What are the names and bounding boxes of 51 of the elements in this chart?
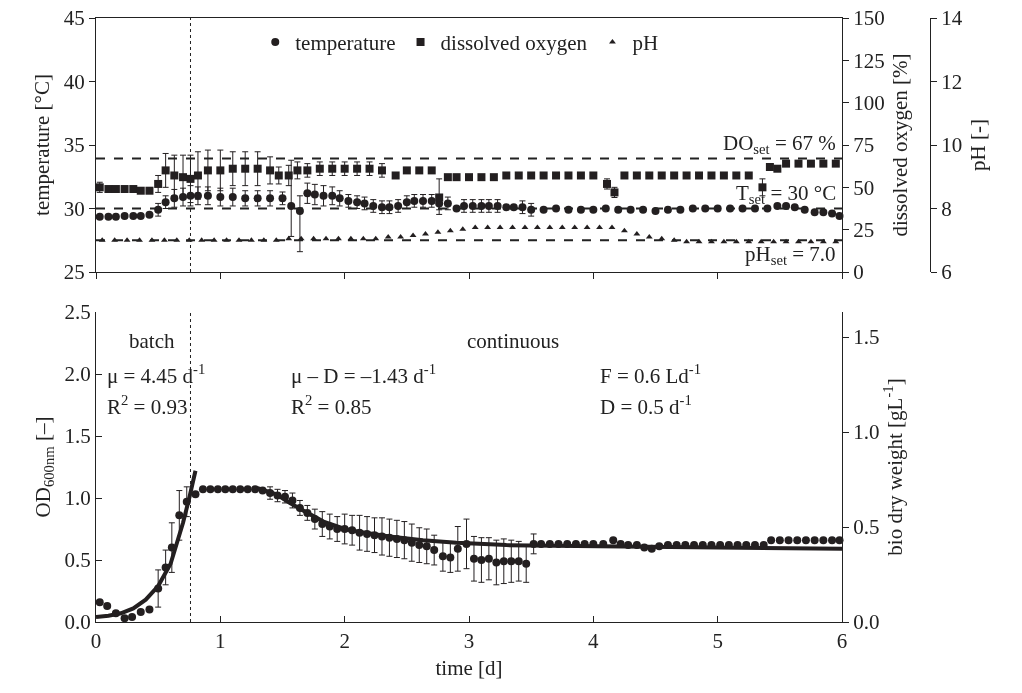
y3-tick-label: 8 [941,196,952,221]
y-tick-label: 30 [63,196,85,221]
legend-label: temperature [295,31,396,56]
annotation: D = 0.5 d$^{-1}$ [600,392,692,419]
y3-tick-label: 12 [941,69,963,94]
y2-tick-label: 0.5 [853,515,880,540]
y3-tick-label: 6 [941,260,952,285]
ref-line-label: T$_{set}$ = 30 °C [736,181,837,208]
y3-axis-title: pH [-] [965,119,990,171]
y-tick-label: 0.5 [64,548,91,573]
y-tick-label: 1.0 [64,486,91,511]
y-tick-label: 35 [63,133,85,158]
y2-tick-label: 1.5 [853,325,880,350]
y-tick-label: 0.0 [64,610,91,635]
ref-line-label: pH$_{set}$ = 7.0 [745,242,836,269]
x-tick-label: 2 [339,629,350,654]
x-tick-label: 3 [463,629,475,654]
annotation: μ – D = –1.43 d$^{-1}$ [291,361,437,388]
x-tick-label: 0 [90,629,102,654]
y2-tick-label: 125 [853,48,885,73]
y-tick-label: 1.5 [64,424,91,449]
x-axis-title: time [d] [435,656,503,681]
annotation: F = 0.6 Ld$^{-1}$ [600,361,702,388]
y-tick-label: 25 [63,260,85,285]
legend-label: pH [632,31,659,56]
ref-line-label: DO$_{set}$ = 67 % [723,131,836,158]
y2-tick-label: 25 [853,218,875,243]
y3-tick-label: 14 [941,6,963,31]
x-tick-label: 6 [836,629,848,654]
x-tick-label: 4 [588,629,600,654]
annotation: batch [129,329,175,353]
y2-tick-label: 0 [853,260,864,285]
annotation: continuous [467,329,560,353]
y2-axis-title: dissolved oxygen [%] [887,53,912,237]
legend-label: dissolved oxygen [440,31,588,56]
y-tick-label: 40 [63,69,85,94]
annotation: R$^{2}$ = 0.85 [291,392,372,419]
y2-tick-label: 50 [853,175,875,200]
y2-tick-label: 0.0 [853,610,880,635]
x-tick-label: 5 [712,629,723,654]
y-tick-label: 2.0 [64,362,91,387]
y2-tick-label: 1.0 [853,420,880,445]
y-tick-label: 2.5 [64,300,91,325]
y3-tick-label: 10 [941,133,963,158]
y-tick-label: 45 [63,6,85,31]
x-tick-label: 1 [215,629,226,654]
y2-tick-label: 150 [853,6,885,31]
y2-tick-label: 100 [853,91,885,116]
annotation: R$^{2}$ = 0.93 [107,392,188,419]
y2-tick-label: 75 [853,133,875,158]
y-axis-title: temperature [°C] [29,74,54,216]
